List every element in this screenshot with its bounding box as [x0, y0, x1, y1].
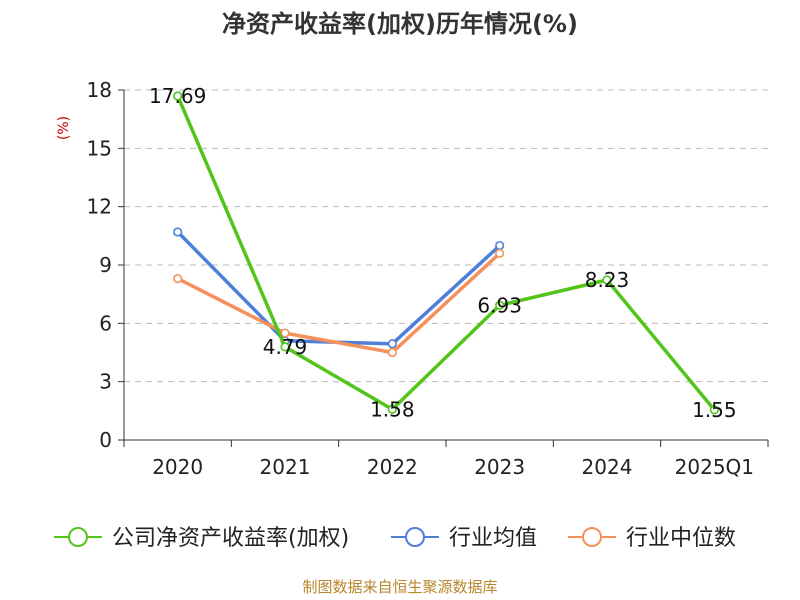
legend-marker [68, 527, 88, 547]
data-label: 1.58 [370, 397, 415, 421]
data-point [387, 339, 397, 349]
x-tick-label: 2025Q1 [675, 455, 754, 479]
legend-label: 行业中位数 [626, 526, 736, 551]
axes [118, 89, 769, 447]
data-point [173, 91, 183, 101]
series-lines [173, 91, 719, 415]
data-point [280, 328, 290, 338]
legend-marker [582, 527, 602, 547]
data-labels: 17.69 4.79 1.58 6.93 8.23 1.55 [149, 84, 737, 422]
data-label: 8.23 [585, 268, 630, 292]
y-tick-label: 0 [99, 428, 112, 452]
y-tick-label: 6 [99, 311, 112, 335]
legend-label: 行业均值 [449, 526, 537, 551]
y-tick-label: 15 [87, 136, 112, 160]
data-point [280, 342, 290, 352]
x-tick-label: 2021 [260, 455, 311, 479]
y-tick-label: 12 [87, 195, 112, 219]
data-point [709, 405, 719, 415]
data-label: 4.79 [263, 335, 308, 359]
legend: 公司净资产收益率(加权) 行业均值 行业中位数 [54, 526, 736, 551]
x-tick-labels: 2020 2021 2022 2023 2024 2025Q1 [152, 455, 754, 479]
data-label: 6.93 [477, 293, 522, 317]
data-point [495, 248, 505, 258]
legend-label: 公司净资产收益率(加权) [112, 526, 349, 551]
data-point [602, 275, 612, 285]
y-tick-label: 9 [99, 253, 112, 277]
data-label: 17.69 [149, 84, 206, 108]
x-tick-label: 2022 [367, 455, 418, 479]
x-tick-label: 2020 [152, 455, 203, 479]
data-point [387, 347, 397, 358]
data-point [495, 240, 505, 251]
x-tick-label: 2023 [474, 455, 525, 479]
series-line [176, 95, 716, 412]
data-point [495, 300, 505, 310]
x-tick-label: 2024 [582, 455, 633, 479]
series-line [176, 230, 501, 346]
data-point [387, 404, 397, 414]
data-label: 1.55 [692, 398, 737, 422]
series-line [176, 252, 501, 355]
y-tick-labels: 0 3 6 9 12 15 18 [87, 78, 112, 452]
source-note: 制图数据来自恒生聚源数据库 [302, 578, 498, 596]
y-axis-label: (%) [56, 116, 72, 140]
chart-title: 净资产收益率(加权)历年情况(%) [222, 10, 578, 38]
y-tick-label: 3 [99, 370, 112, 394]
data-point [173, 227, 183, 237]
legend-marker [405, 527, 425, 547]
y-tick-label: 18 [87, 78, 112, 102]
data-point [173, 274, 183, 284]
grid-lines [124, 89, 768, 383]
